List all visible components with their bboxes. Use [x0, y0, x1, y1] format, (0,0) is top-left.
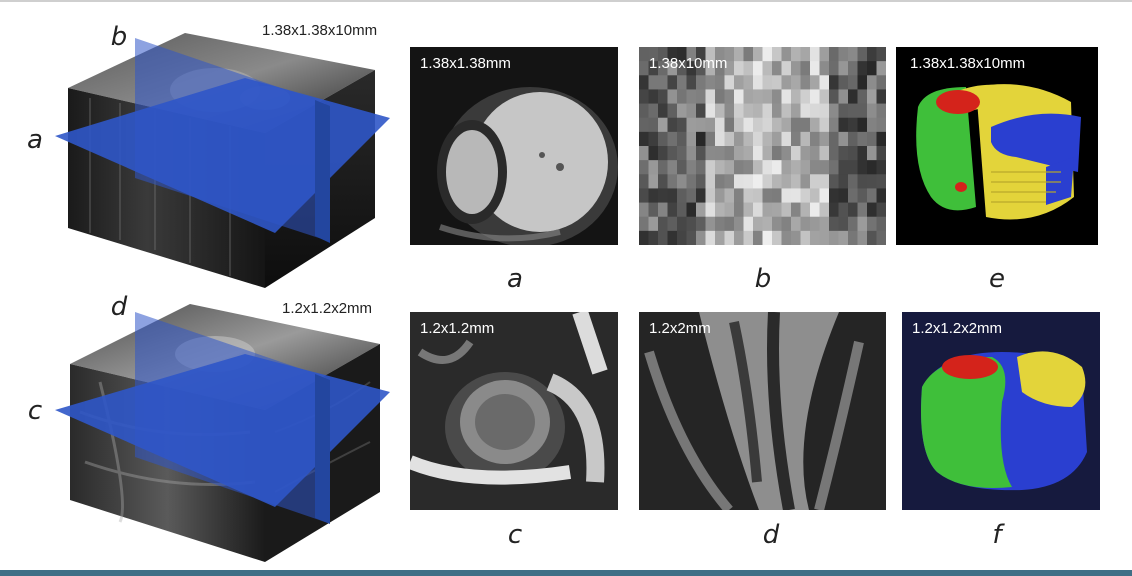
mri-slice-b: 1.38x10mm	[639, 47, 886, 245]
volume-cube-top	[40, 18, 400, 288]
segmentation-3d-e: 1.38x1.38x10mm	[896, 47, 1098, 245]
top-rule	[0, 0, 1132, 2]
panel-f-resolution: 1.2x1.2x2mm	[912, 320, 1003, 337]
panel-f-label: f	[992, 520, 1002, 550]
cube-top-slice-label-a: a	[27, 125, 43, 155]
panel-c-resolution: 1.2x1.2mm	[420, 320, 495, 337]
cube-bottom-resolution: 1.2x1.2x2mm	[282, 300, 373, 317]
panel-d-resolution: 1.2x2mm	[649, 320, 711, 337]
mri-slice-c: 1.2x1.2mm	[410, 312, 618, 510]
volume-cube-bottom	[40, 292, 400, 562]
mri-slice-a: 1.38x1.38mm	[410, 47, 618, 245]
panel-a-label: a	[507, 264, 523, 294]
segmentation-3d-f: 1.2x1.2x2mm	[902, 312, 1100, 510]
bottom-rule	[0, 570, 1132, 576]
mri-slice-d: 1.2x2mm	[639, 312, 886, 510]
cube-top-resolution: 1.38x1.38x10mm	[262, 22, 378, 39]
panel-e-resolution: 1.38x1.38x10mm	[910, 55, 1026, 72]
panel-c-label: c	[507, 520, 523, 550]
panel-a-resolution: 1.38x1.38mm	[420, 55, 511, 72]
cube-bottom-slice-label-c: c	[27, 396, 43, 426]
cube-bottom-slice-label-d: d	[110, 292, 128, 322]
panel-e-label: e	[989, 264, 1005, 294]
panel-d-label: d	[762, 520, 780, 550]
cube-top-slice-label-b: b	[110, 22, 128, 52]
panel-b-resolution: 1.38x10mm	[649, 55, 728, 72]
panel-b-label: b	[754, 264, 772, 294]
